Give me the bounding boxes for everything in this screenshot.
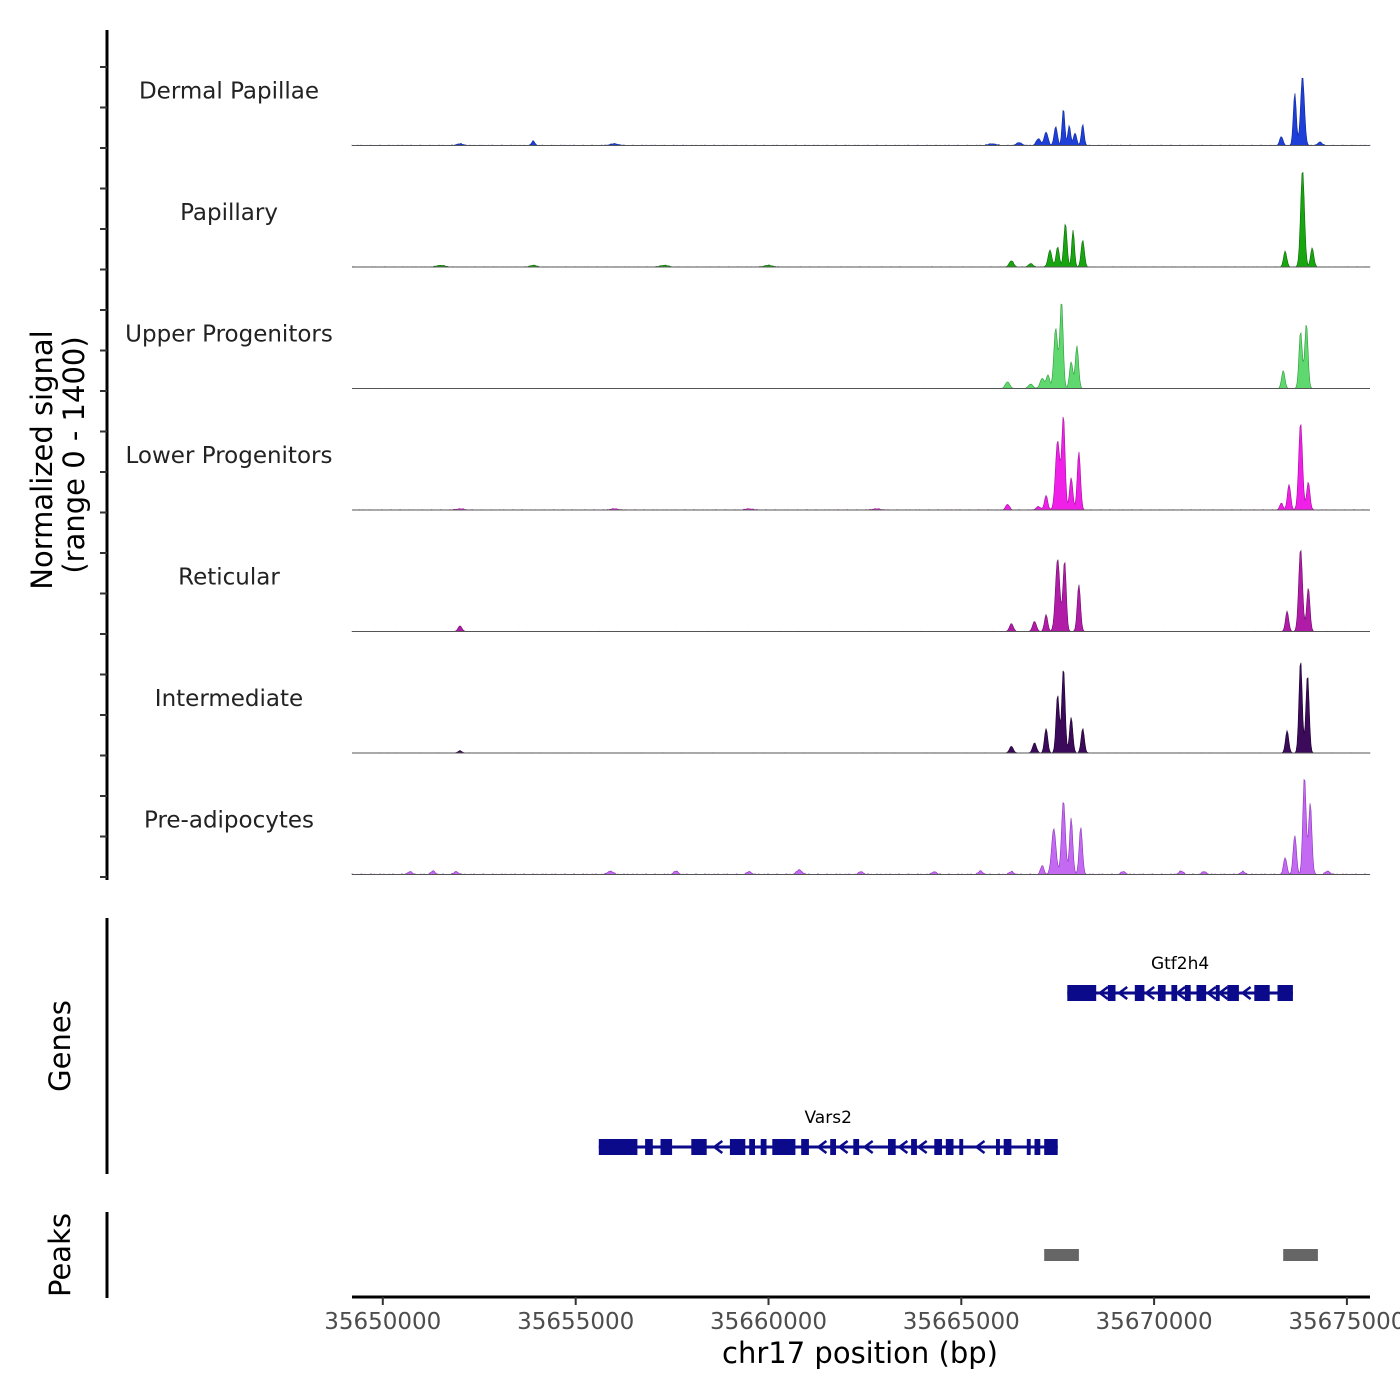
exon xyxy=(729,1139,746,1155)
strand-arrow xyxy=(837,1140,849,1154)
track-dermal-papillae: Dermal Papillae xyxy=(139,77,1371,146)
signal-area xyxy=(351,778,1371,875)
strand-arrow xyxy=(712,1140,724,1154)
x-tick-label: 35655000 xyxy=(517,1309,634,1335)
gene-gtf2h4: Gtf2h4 xyxy=(1067,954,1293,1001)
gene-name: Gtf2h4 xyxy=(1151,954,1209,974)
x-axis-ticks: 35650000 35655000 35660000 35665000 35670000… xyxy=(324,1297,1400,1335)
exon xyxy=(934,1139,942,1155)
track-lower-progenitors: Lower Progenitors xyxy=(126,416,1370,511)
x-axis-title: chr17 position (bp) xyxy=(722,1336,998,1370)
peak-regions xyxy=(1044,1249,1318,1261)
exon xyxy=(853,1139,860,1155)
track-label: Pre-adipocytes xyxy=(144,808,314,834)
gene-name: Vars2 xyxy=(805,1108,852,1128)
coverage-tracks: Dermal Papillae Papillary Upper Progenitor… xyxy=(125,77,1371,875)
exon xyxy=(1107,985,1116,1001)
exon xyxy=(691,1139,707,1155)
track-pre-adipocytes: Pre-adipocytes xyxy=(144,778,1371,875)
strand-arrow xyxy=(1175,986,1186,1000)
exon xyxy=(1157,985,1166,1001)
exon xyxy=(996,1139,1000,1155)
track-label: Dermal Papillae xyxy=(139,79,319,105)
track-label: Reticular xyxy=(178,565,280,591)
strand-arrow xyxy=(916,1140,928,1154)
exon xyxy=(1026,1139,1031,1155)
track-reticular: Reticular xyxy=(178,549,1370,632)
track-label: Papillary xyxy=(180,200,278,226)
exon xyxy=(1196,985,1207,1001)
y-axis-range-label: (range 0 - 1400) xyxy=(57,336,91,573)
peak-region xyxy=(1044,1249,1079,1261)
exon xyxy=(911,1139,917,1155)
genes-track-label: Genes xyxy=(43,1000,77,1092)
exon xyxy=(945,1139,954,1155)
exon xyxy=(598,1139,638,1155)
exon xyxy=(801,1139,809,1155)
signal-area xyxy=(351,171,1371,268)
signal-area xyxy=(351,77,1371,146)
x-tick-label: 35665000 xyxy=(903,1309,1020,1335)
exon xyxy=(1254,985,1270,1001)
exon xyxy=(1171,985,1178,1001)
exon xyxy=(1227,985,1239,1001)
track-label: Lower Progenitors xyxy=(126,443,333,469)
peaks-track-label: Peaks xyxy=(43,1213,77,1297)
exon xyxy=(749,1139,755,1155)
exon xyxy=(959,1139,964,1155)
signal-area xyxy=(351,662,1371,754)
exon xyxy=(1003,1139,1012,1155)
signal-area xyxy=(351,549,1370,632)
exon xyxy=(1067,985,1097,1001)
exon xyxy=(772,1139,796,1155)
coverage-y-ticks xyxy=(100,66,107,878)
x-tick-label: 35660000 xyxy=(710,1309,827,1335)
peak-region xyxy=(1283,1249,1318,1261)
exon xyxy=(888,1139,896,1155)
strand-arrow xyxy=(1240,986,1252,1000)
exon xyxy=(1034,1139,1041,1155)
signal-area xyxy=(352,416,1370,511)
exon xyxy=(1134,985,1145,1001)
track-upper-progenitors: Upper Progenitors xyxy=(125,303,1370,389)
signal-area xyxy=(352,303,1370,389)
strand-arrow xyxy=(974,1140,986,1154)
exon xyxy=(645,1139,653,1155)
x-tick-label: 35675000 xyxy=(1288,1309,1400,1335)
x-tick-label: 35650000 xyxy=(324,1309,441,1335)
exon xyxy=(830,1139,836,1155)
track-papillary: Papillary xyxy=(180,171,1371,268)
track-label: Intermediate xyxy=(155,686,303,712)
exon xyxy=(760,1139,767,1155)
strand-arrow xyxy=(1205,986,1217,1000)
strand-arrow xyxy=(862,1140,874,1154)
track-label: Upper Progenitors xyxy=(125,322,333,348)
strand-arrow xyxy=(1117,986,1128,1000)
track-intermediate: Intermediate xyxy=(155,662,1371,754)
exon xyxy=(660,1139,673,1155)
strand-arrow xyxy=(1097,986,1109,1000)
strand-arrow xyxy=(1217,986,1229,1000)
strand-arrow xyxy=(1144,986,1155,1000)
y-axis-title: Normalized signal xyxy=(25,330,59,589)
exon xyxy=(1277,985,1293,1001)
strand-arrow xyxy=(897,1140,909,1154)
x-tick-label: 35670000 xyxy=(1096,1309,1213,1335)
gene-vars2: Vars2 xyxy=(598,1108,1058,1155)
strand-arrow xyxy=(816,1140,828,1154)
gene-annotations: Gtf2h4 Vars2 xyxy=(598,954,1293,1155)
exon xyxy=(1184,985,1191,1001)
exon xyxy=(1044,1139,1058,1155)
